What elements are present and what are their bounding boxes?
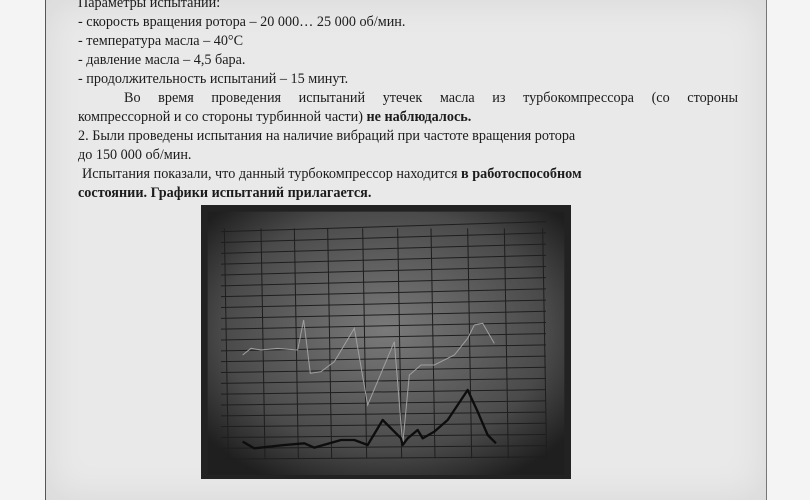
grid-line — [220, 366, 547, 373]
grid-line — [220, 321, 547, 330]
grid-line — [220, 254, 547, 265]
grid-line — [220, 243, 547, 254]
curve-thin — [242, 319, 495, 446]
grid-line — [220, 433, 547, 438]
grid-line — [542, 228, 548, 459]
params-heading: Параметры испытаний: — [78, 0, 221, 11]
para1-line1: Во время проведения испытаний утечек мас… — [124, 90, 738, 106]
grid-line — [220, 333, 547, 341]
grid-line — [260, 228, 266, 459]
grid-line — [220, 265, 547, 276]
para3-line2: состоянии. Графики испытаний прилагается… — [78, 184, 738, 203]
para3-bold-2: состоянии. Графики испытаний прилагается… — [78, 185, 372, 201]
curve-thick — [242, 388, 497, 450]
grid-line — [220, 456, 547, 460]
param-oil-temp: - температура масла – 40°С — [78, 33, 244, 49]
grid-line — [220, 344, 547, 352]
grid-line — [327, 228, 333, 459]
para3-bold: в работоспособном — [461, 166, 582, 182]
document-page: Параметры испытаний: - скорость вращения… — [45, 0, 767, 500]
grid-line — [223, 228, 229, 459]
para1-line2: компрессорной и со стороны турбинной час… — [78, 108, 738, 127]
para3-line1: Испытания показали, что данный турбокомп… — [78, 165, 738, 184]
grid-line — [220, 221, 547, 233]
vibration-chart-photo — [201, 205, 571, 479]
grid-line — [220, 310, 547, 319]
grid-line — [220, 400, 547, 406]
grid-line — [362, 228, 368, 459]
grid-line — [467, 228, 473, 459]
grid-line — [503, 228, 509, 459]
document-text: Параметры испытаний: - скорость вращения… — [78, 0, 738, 203]
grid-line — [220, 288, 547, 298]
param-rotor-speed: - скорость вращения ротора – 20 000… 25 … — [78, 14, 406, 30]
para2-line2: до 150 000 об/мин. — [78, 147, 192, 163]
grid-line — [220, 355, 547, 363]
grid-line — [293, 228, 299, 459]
grid-line — [220, 277, 547, 287]
grid-line — [220, 411, 547, 417]
grid-line — [220, 422, 547, 428]
grid-line — [430, 228, 436, 459]
chart-grid — [220, 221, 548, 460]
para1-bold: не наблюдалось. — [366, 109, 472, 125]
grid-line — [220, 232, 547, 243]
para2-line1: 2. Были проведены испытания на наличие в… — [78, 128, 576, 144]
grid-line — [220, 389, 547, 395]
grid-line — [220, 377, 547, 384]
para3-text: Испытания показали, что данный турбокомп… — [82, 166, 458, 182]
param-oil-pressure: - давление масла – 4,5 бара. — [78, 52, 246, 68]
param-duration: - продолжительность испытаний – 15 минут… — [78, 71, 349, 87]
para1-text: компрессорной и со стороны турбинной час… — [78, 109, 363, 125]
grid-line — [220, 445, 547, 449]
grid-line — [220, 299, 547, 308]
